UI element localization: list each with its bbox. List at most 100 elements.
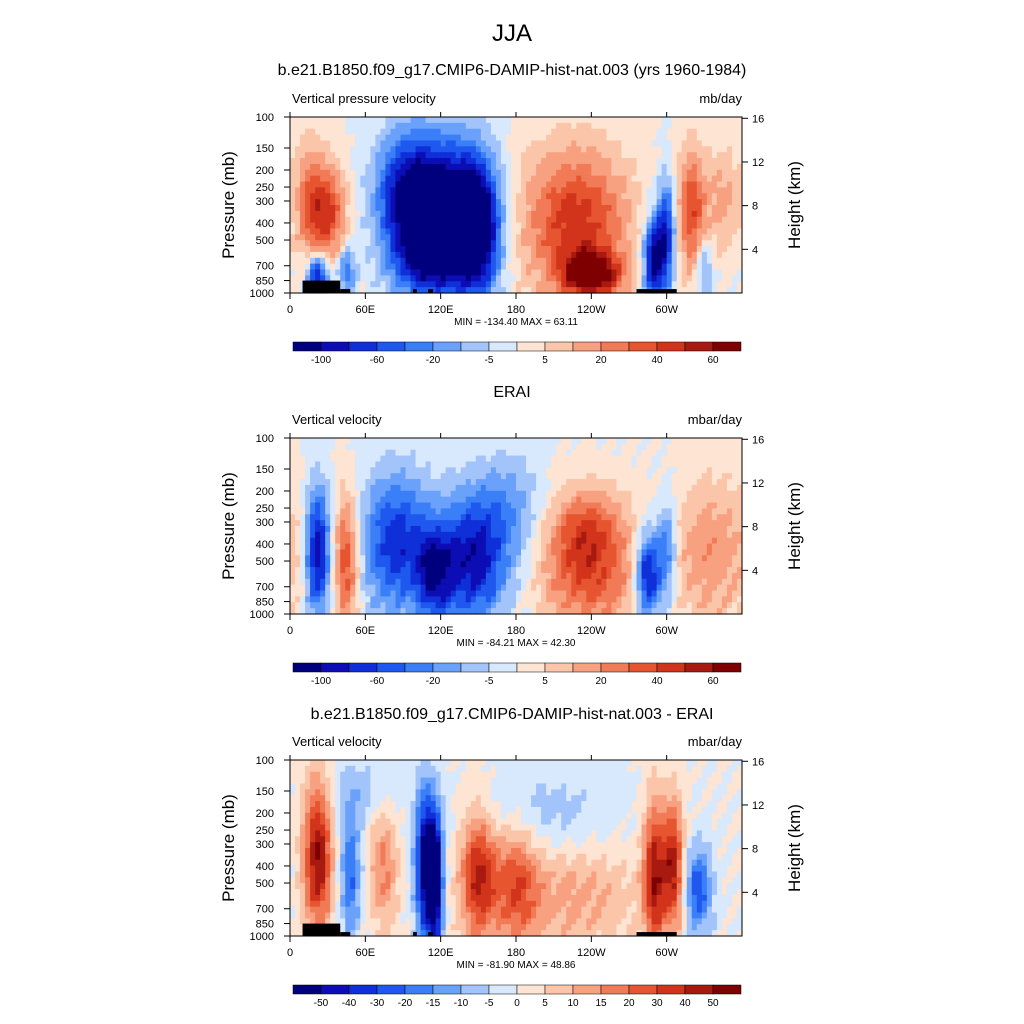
panel-1-field-cell: [425, 210, 432, 218]
panel-1-field-cell: [696, 240, 703, 247]
panel-1-field-cell: [556, 216, 562, 224]
panel-1-field-cell: [626, 146, 633, 153]
panel-2-field-cell: [656, 461, 663, 468]
panel-2-field-cell: [420, 490, 427, 498]
panel-1-field-cell: [676, 128, 683, 136]
panel-1-field-cell: [646, 257, 653, 265]
panel-2-field-cell: [681, 520, 688, 527]
panel-2-field-cell: [420, 502, 427, 509]
panel-2-field-cell: [300, 473, 306, 480]
panel-2-field-cell: [310, 438, 316, 445]
panel-1-field-cell: [290, 263, 296, 271]
panel-2-field-cell: [305, 572, 311, 580]
panel-2-field-cell: [536, 520, 542, 527]
panel-1-field-cell: [651, 193, 658, 200]
panel-2-field-cell: [546, 572, 552, 580]
panel-2-field-cell: [485, 543, 492, 551]
panel-1-field-cell: [531, 228, 537, 235]
panel-1-field-cell: [551, 269, 557, 276]
panel-2-field-cell: [500, 572, 507, 580]
panel-2-field-cell: [425, 567, 432, 574]
panel-1-field-cell: [516, 257, 522, 265]
panel-1-field-cell: [516, 210, 522, 218]
panel-1-field-cell: [315, 234, 321, 241]
panel-1-field-cell: [405, 199, 412, 206]
panel-2-field-cell: [415, 484, 422, 492]
panel-1-field-cell: [395, 205, 402, 212]
panel-2-field-cell: [390, 490, 397, 498]
panel-1-field-cell: [450, 187, 457, 194]
panel-2-field-cell: [400, 479, 407, 486]
panel-2-field-cell: [440, 502, 447, 509]
panel-2-field-cell: [335, 443, 341, 451]
panel-2-field-cell: [370, 473, 376, 480]
panel-2-field-cell: [330, 537, 336, 545]
panel-1-field-cell: [676, 263, 683, 271]
panel-2-field-cell: [365, 537, 371, 545]
panel-1-field-cell: [395, 128, 402, 136]
panel-1-field-cell: [616, 181, 623, 188]
panel-2-field-cell: [405, 502, 412, 509]
panel-2-field-cell: [475, 549, 482, 556]
panel-1-field-cell: [626, 257, 633, 265]
panel-1-field-cell: [566, 152, 572, 159]
panel-2-field-cell: [676, 443, 683, 451]
panel-2-field-cell: [581, 455, 587, 463]
panel-2-field-cell: [370, 514, 376, 521]
panel-1-field-cell: [576, 269, 582, 276]
panel-1-field-cell: [591, 169, 597, 177]
panel-1-field-cell: [325, 228, 331, 235]
panel-2-field-cell: [400, 449, 407, 457]
panel-2-field-cell: [721, 484, 728, 492]
panel-1-field-cell: [465, 140, 472, 147]
panel-2-field-cell: [576, 449, 582, 457]
panel-2-field-cell: [415, 526, 422, 533]
panel-1-field-cell: [636, 175, 643, 183]
panel-2-field-cell: [686, 526, 693, 533]
panel-2-field-cell: [661, 520, 668, 527]
panel-2-field-cell: [611, 473, 618, 480]
panel-2-field-cell: [606, 490, 613, 498]
panel-1-field-cell: [541, 128, 547, 136]
panel-2-field-cell: [566, 508, 572, 515]
panel-2-field-cell: [681, 543, 688, 551]
panel-1-field-cell: [340, 140, 346, 147]
panel-2-field-cell: [315, 514, 321, 521]
panel-1-field-cell: [561, 205, 567, 212]
panel-2-field-cell: [380, 490, 387, 498]
panel-1-field-cell: [556, 281, 562, 288]
panel-1-field-cell: [636, 246, 643, 253]
panel-2-field-cell: [310, 461, 316, 468]
panel-2-field-cell: [385, 561, 392, 568]
panel-1-field-cell: [435, 216, 442, 224]
panel-1-field-cell: [566, 240, 572, 247]
panel-1-field-cell: [350, 263, 356, 271]
panel-2-field-cell: [370, 578, 376, 586]
panel-1-field-cell: [385, 234, 392, 241]
panel-1-field-cell: [370, 205, 376, 212]
panel-2-field-cell: [661, 531, 668, 539]
panel-2-field-cell: [656, 520, 663, 527]
panel-1-field-cell: [601, 140, 607, 147]
panel-1-field-cell: [365, 134, 371, 142]
panel-2-field-cell: [370, 549, 376, 556]
panel-1-field-cell: [320, 158, 326, 165]
panel-1-field-cell: [330, 246, 336, 253]
panel-1-field-cell: [541, 175, 547, 183]
panel-1-field-cell: [490, 158, 497, 165]
panel-1-field-cell: [310, 246, 316, 253]
panel-2-field-cell: [676, 561, 683, 568]
panel-1-field-cell: [430, 187, 437, 194]
panel-1-field-cell: [596, 240, 602, 247]
panel-2-field-cell: [596, 467, 602, 474]
panel-2-field-cell: [516, 555, 522, 562]
panel-1-field-cell: [591, 128, 597, 136]
panel-1-field-cell: [330, 263, 336, 271]
panel-1-field-cell: [350, 222, 356, 230]
panel-1-field-cell: [400, 234, 407, 241]
panel-2-field-cell: [541, 567, 547, 574]
panel-1-field-cell: [325, 146, 331, 153]
panel-1-field-cell: [445, 216, 452, 224]
panel-1-field-cell: [420, 246, 427, 253]
panel-1-field-cell: [536, 187, 542, 194]
